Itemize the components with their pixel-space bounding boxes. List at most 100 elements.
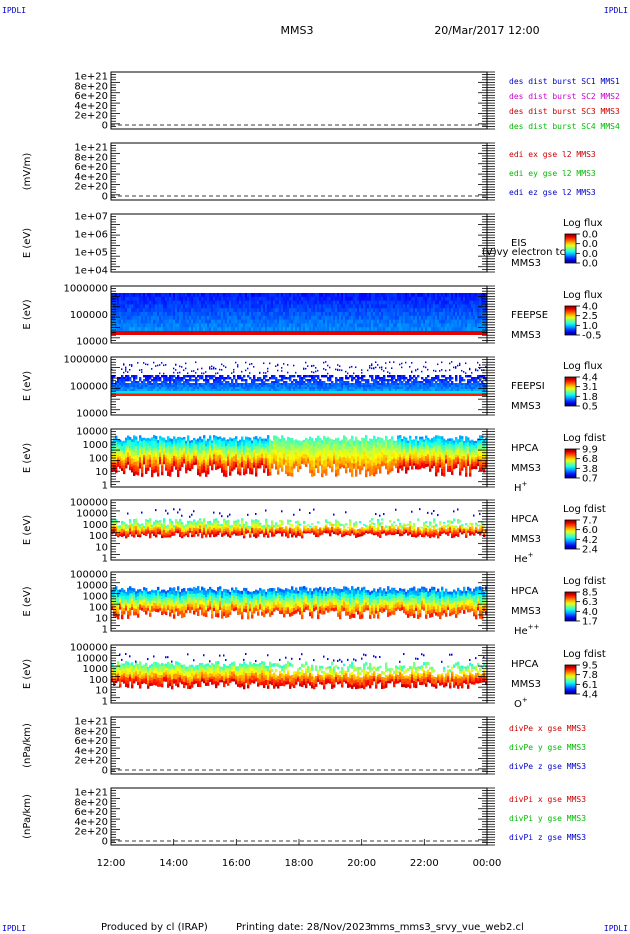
colorbar-title: Log fdist — [563, 433, 606, 444]
y-tick-label: 1000000 — [63, 284, 108, 295]
y-tick-label: 100000 — [70, 310, 108, 321]
y-tick-label: 0 — [102, 837, 108, 848]
colorbar-tick-label: 6.3 — [582, 597, 598, 608]
y-tick-label: 10000 — [76, 509, 108, 520]
corner-label-tr: IPDLI — [604, 6, 628, 15]
y-tick-label: 2e+20 — [74, 111, 108, 122]
colorbar-tick-label: 8.5 — [582, 588, 598, 599]
y-tick-label: 0 — [102, 121, 108, 132]
y-tick-label: 10 — [95, 614, 108, 625]
y-axis-label: (nPa/km) — [22, 723, 33, 768]
panel-frame — [110, 716, 488, 775]
panel-frame — [110, 142, 488, 201]
y-tick-label: 10000 — [76, 427, 108, 438]
instrument-label: HPCA — [511, 586, 539, 597]
legend-entry: des dist burst SC2 MMS2 — [509, 92, 620, 101]
colorbar-title: Log fdist — [563, 649, 606, 660]
colorbar-tick-label: 9.5 — [582, 661, 598, 672]
y-tick-label: 1000 — [83, 440, 108, 451]
colorbar-tick-label: 1.8 — [582, 392, 598, 403]
y-tick-label: 0 — [102, 766, 108, 777]
y-tick-label: 100000 — [70, 382, 108, 393]
y-tick-label: 1e+07 — [74, 212, 108, 223]
y-axis-label: (mV/m) — [22, 153, 33, 191]
corner-label-bl: IPDLI — [2, 924, 26, 933]
species-label: He+ — [514, 551, 534, 565]
legend-entry: des dist burst SC3 MMS3 — [509, 107, 620, 116]
colorbar-tick-label: 0.7 — [582, 474, 598, 485]
y-tick-label: 100000 — [70, 498, 108, 509]
colorbar-title: Log fdist — [563, 576, 606, 587]
legend-entry: des dist burst SC1 MMS1 — [509, 77, 620, 86]
y-tick-label: 2e+20 — [74, 182, 108, 193]
instrument-label: HPCA — [511, 514, 539, 525]
footer-produced-by: Produced by cl (IRAP) — [101, 922, 208, 933]
y-tick-label: 10 — [95, 686, 108, 697]
y-tick-label: 1e+06 — [74, 230, 108, 241]
panel-frame — [110, 787, 488, 846]
mission-title: MMS3 — [281, 24, 314, 37]
y-axis-label: (nPa/km) — [22, 794, 33, 839]
y-tick-label: 100 — [89, 531, 108, 542]
time-axis: 12:00 14:00 16:00 18:00 20:00 22:00 00:00 — [97, 839, 502, 869]
y-tick-label: 6e+20 — [74, 736, 108, 747]
corner-label-tl: IPDLI — [2, 6, 26, 15]
colorbar-tick-label: 7.8 — [582, 670, 598, 681]
y-tick-label: 1000000 — [63, 355, 108, 366]
x-tick-label: 18:00 — [285, 858, 314, 869]
x-tick-label: 12:00 — [97, 858, 126, 869]
legend-entry: edi ey gse l2 MMS3 — [509, 169, 596, 178]
y-tick-label: 100000 — [70, 570, 108, 581]
colorbar-tick-label: 3.1 — [582, 382, 598, 393]
colorbar-title: Log flux — [563, 361, 603, 372]
y-tick-label: 100 — [89, 454, 108, 465]
x-tick-label: 00:00 — [473, 858, 502, 869]
corner-label-br: IPDLI — [604, 924, 628, 933]
colorbar-tick-label: 4.4 — [582, 690, 598, 701]
colorbar-tick-label: 2.4 — [582, 545, 598, 556]
colorbar-title: Log flux — [563, 290, 603, 301]
colorbar-tick-label: 4.4 — [582, 373, 598, 384]
y-axis-label: E (eV) — [22, 515, 33, 545]
colorbar-tick-label: 0.0 — [582, 249, 598, 260]
y-tick-label: 1 — [102, 481, 108, 492]
y-tick-label: 1e+21 — [74, 717, 108, 728]
y-tick-label: 1 — [102, 554, 108, 565]
y-tick-label: 2e+20 — [74, 756, 108, 767]
y-tick-label: 1000 — [83, 592, 108, 603]
y-axis-label: E (eV) — [22, 659, 33, 689]
y-axis-label: E (eV) — [22, 228, 33, 258]
instrument-label: HPCA — [511, 443, 539, 454]
y-tick-label: 100000 — [70, 643, 108, 654]
colorbar — [564, 376, 577, 407]
colorbar-tick-label: 0.0 — [582, 230, 598, 241]
y-tick-label: 1 — [102, 625, 108, 636]
panel-3: 1e+07 1e+06 1e+05 1e+04 E (eV) EIS MMS3(V)vy e… — [22, 212, 603, 277]
extra-label: (V)vy electron tc — [482, 247, 565, 258]
panel-4: 1000000 100000 10000 E (eV) FEEPSE MMS3 Log fl… — [22, 284, 603, 348]
colorbar — [564, 664, 577, 695]
y-tick-label: 6e+20 — [74, 162, 108, 173]
y-axis-label: E (eV) — [22, 443, 33, 473]
y-tick-label: 10 — [95, 542, 108, 553]
y-tick-label: 1e+04 — [74, 266, 108, 277]
legend-entry: des dist burst SC4 MMS4 — [509, 122, 620, 131]
instrument-label: FEEPSE — [511, 310, 548, 321]
colorbar-tick-label: 7.7 — [582, 516, 598, 527]
y-tick-label: 1e+05 — [74, 248, 108, 259]
spacecraft-label: MMS3 — [511, 679, 541, 690]
panel-6: 10000 1000 100 10 1 E (eV) HPCA MMS3 H+ Log fdist… — [22, 427, 606, 495]
colorbar-tick-label: 0.0 — [582, 239, 598, 250]
y-tick-label: 2e+20 — [74, 827, 108, 838]
colorbar-tick-label: 0.5 — [582, 402, 598, 413]
y-axis-label: E (eV) — [22, 371, 33, 401]
spacecraft-label: MMS3 — [511, 606, 541, 617]
colorbar-tick-label: 4.2 — [582, 535, 598, 546]
legend-entry: divPi y gse MMS3 — [509, 814, 586, 823]
